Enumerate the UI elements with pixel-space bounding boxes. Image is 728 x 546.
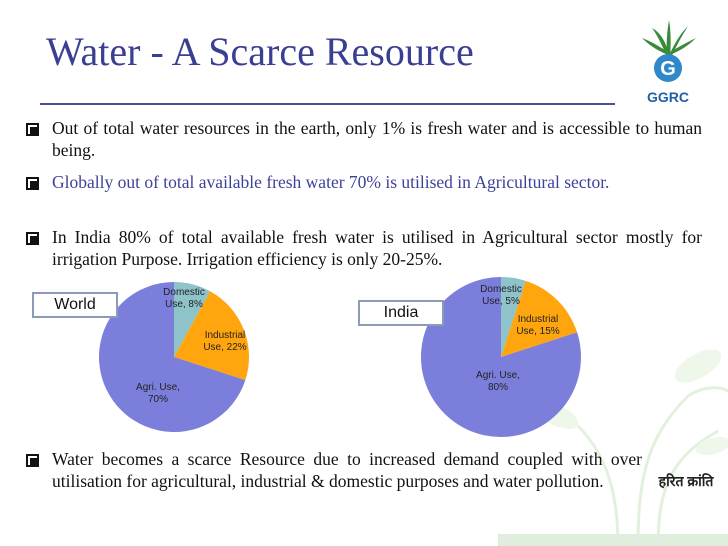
ggrc-logo: G GGRC [642,20,696,105]
slice-industrial [501,280,578,357]
label-agri: Agri. Use, 80% [476,370,520,393]
india-chart-title: India [358,300,444,326]
bullet-fresh-water: Out of total water resources in the eart… [26,117,702,161]
bullet-box-icon [26,177,39,190]
plant-icon [642,20,696,58]
label-agri: Agri. Use, 70% [136,382,180,405]
logo-g-letter: G [660,58,676,80]
bullet-box-icon [26,232,39,245]
bullet-text: In India 80% of total available fresh wa… [52,227,702,269]
bullet-text: Water becomes a scarce Resource due to i… [52,449,642,491]
label-domestic: Domestic Use, 5% [480,284,522,307]
bullet-box-icon [26,123,39,136]
logo-g-circle [654,54,682,82]
world-pie-chart: Domestic Use, 8% Industrial Use, 22% Agri. U… [99,282,249,432]
stamp-text: हरित क्रांति [658,473,715,489]
slide-title: Water - A Scarce Resource [46,29,474,74]
world-chart-title: World [32,292,118,318]
bullet-box-icon [26,454,39,467]
harit-kranti-stamp: हरित क्रांति [658,473,715,489]
slice-agri [99,282,246,432]
label-industrial: Industrial Use, 22% [203,330,246,353]
bullet-india-agri: In India 80% of total available fresh wa… [26,226,702,270]
background-plant-decoration [498,349,728,546]
label-industrial: Industrial Use, 15% [516,314,559,337]
bullet-scarce-resource: Water becomes a scarce Resource due to i… [26,448,642,492]
india-pie-chart: Domestic Use, 5% Industrial Use, 15% Agri. U… [421,277,581,437]
title-underline [40,103,615,105]
bullet-text: Out of total water resources in the eart… [52,118,702,160]
bullet-global-agri: Globally out of total available fresh wa… [26,171,702,193]
slice-agri [421,277,581,437]
label-domestic: Domestic Use, 8% [163,287,205,310]
logo-text: GGRC [647,89,689,105]
slice-domestic [501,277,526,357]
bullet-text: Globally out of total available fresh wa… [52,172,610,192]
slice-domestic [174,282,211,357]
slice-industrial [174,291,249,381]
